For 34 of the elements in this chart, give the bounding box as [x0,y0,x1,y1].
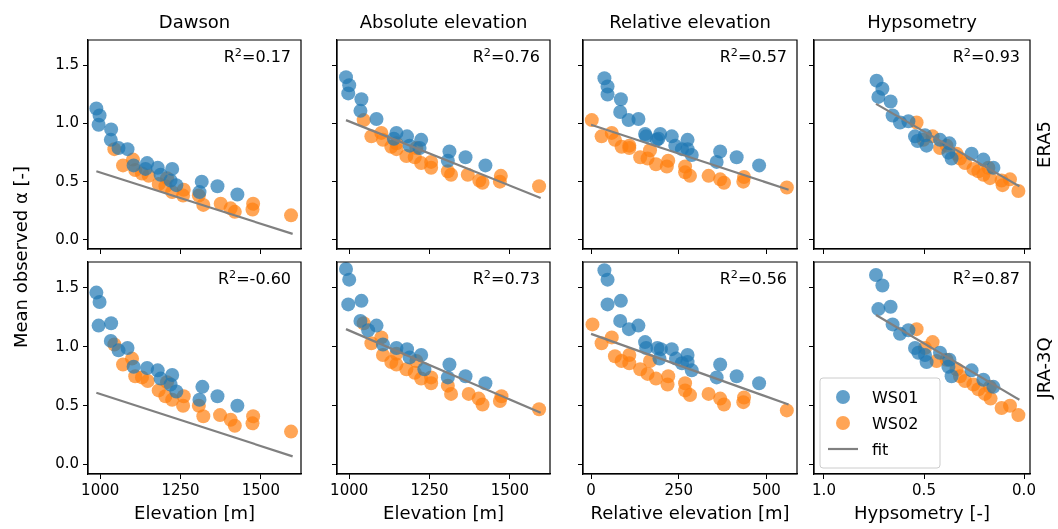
x-axis-title: Relative elevation [m] [590,501,790,523]
y-axis-title: Mean observed α [-] [9,165,31,349]
y-tick-label: 1.0 [55,336,79,355]
x-tick-label: 250 [664,480,694,499]
legend-label: fit [872,440,889,459]
x-axis-title: Elevation [m] [383,501,504,523]
y2-axis-title: JRA-3Q [1033,337,1054,400]
y-tick-label: 0.0 [55,454,79,473]
y2-axis-title: ERA5 [1033,121,1054,168]
chart-title: Absolute elevation [359,11,528,32]
y-tick-label: 1.5 [55,277,79,296]
legend-label: WS02 [872,414,919,433]
chart-title: Dawson [158,11,231,32]
x-tick-label: 1.0 [812,480,836,499]
y-tick-label: 0.0 [55,229,79,248]
x-tick-label: 500 [752,480,781,499]
x-tick-label: 1250 [410,480,449,499]
chart-title: Relative elevation [609,11,771,32]
x-tick-label: 1500 [241,480,280,499]
x-tick-label: 1250 [161,480,200,499]
y-tick-label: 1.5 [55,55,79,74]
y-tick-label: 0.5 [55,395,79,414]
x-tick-label: 0.5 [912,480,936,499]
x-axis-title: Elevation [m] [134,501,255,523]
x-tick-label: 0 [586,480,596,499]
chart-title: Hypsometry [867,11,978,32]
legend-label: WS01 [872,388,919,407]
x-tick-label: 0.0 [1012,480,1036,499]
x-tick-label: 1500 [490,480,529,499]
x-axis-title: Hypsometry [-] [854,501,990,523]
x-tick-label: 1000 [81,480,120,499]
x-tick-label: 1000 [330,480,369,499]
y-tick-label: 1.0 [55,113,79,132]
y-tick-label: 0.5 [55,171,79,190]
